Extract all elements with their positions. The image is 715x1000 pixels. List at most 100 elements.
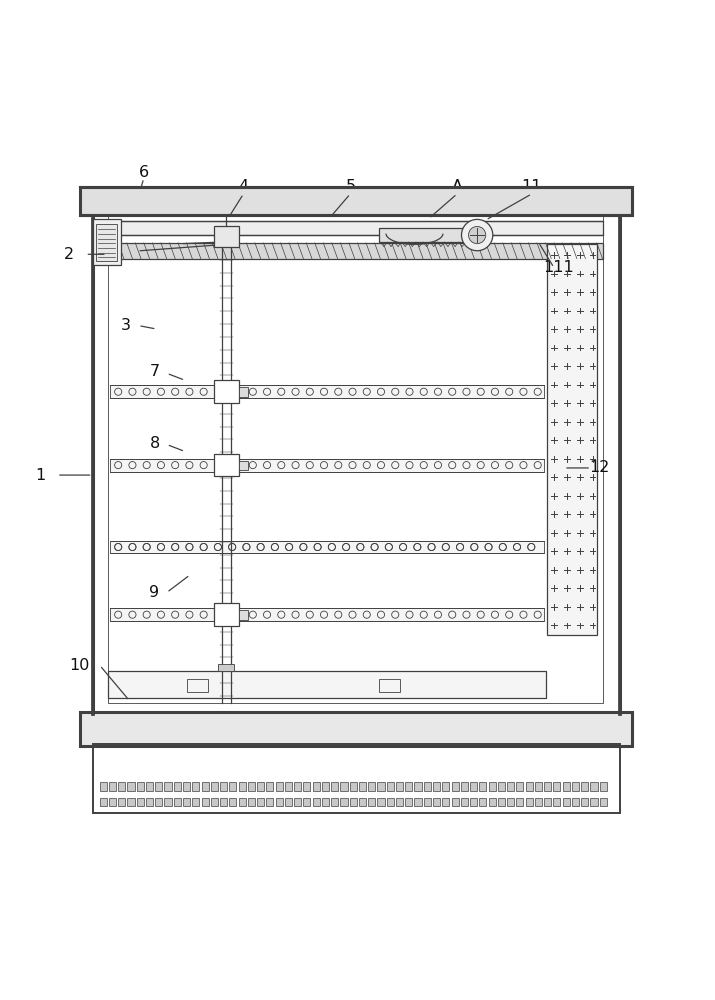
Bar xyxy=(80,712,632,746)
Bar xyxy=(433,798,440,806)
Bar xyxy=(155,782,162,791)
Bar xyxy=(92,744,620,813)
Bar xyxy=(591,782,598,791)
Bar xyxy=(214,454,240,476)
Bar xyxy=(214,603,240,626)
Bar xyxy=(109,782,116,791)
Bar xyxy=(137,782,144,791)
Bar xyxy=(275,798,282,806)
Bar xyxy=(108,221,603,235)
Bar xyxy=(127,782,134,791)
Circle shape xyxy=(461,219,493,251)
Bar xyxy=(230,782,237,791)
Bar xyxy=(174,798,181,806)
Bar xyxy=(214,226,240,247)
Bar xyxy=(211,798,218,806)
Bar xyxy=(285,782,292,791)
Text: 111: 111 xyxy=(543,260,573,275)
Bar xyxy=(359,798,366,806)
Text: 3: 3 xyxy=(121,318,131,333)
Bar xyxy=(312,798,320,806)
Bar xyxy=(192,798,199,806)
Circle shape xyxy=(468,226,485,244)
Bar xyxy=(331,798,338,806)
Bar xyxy=(535,782,542,791)
Bar xyxy=(359,782,366,791)
Bar xyxy=(183,782,190,791)
Bar xyxy=(340,782,347,791)
Bar xyxy=(285,798,292,806)
Bar xyxy=(331,782,338,791)
Bar xyxy=(443,798,449,806)
Bar xyxy=(547,244,597,635)
Bar xyxy=(214,380,240,403)
Bar xyxy=(516,782,523,791)
Bar xyxy=(405,782,413,791)
Bar xyxy=(488,782,495,791)
Bar xyxy=(239,782,246,791)
Bar xyxy=(218,664,234,671)
Bar xyxy=(109,459,544,472)
Bar xyxy=(424,798,431,806)
Bar xyxy=(248,798,255,806)
Bar xyxy=(127,798,134,806)
Bar xyxy=(99,782,107,791)
Bar xyxy=(378,782,385,791)
Text: 8: 8 xyxy=(149,436,159,451)
Bar xyxy=(470,782,477,791)
Bar xyxy=(424,782,431,791)
Bar xyxy=(275,782,282,791)
Bar xyxy=(396,782,403,791)
Bar xyxy=(92,219,121,265)
Bar xyxy=(563,782,570,791)
Bar xyxy=(368,798,375,806)
Bar xyxy=(240,387,248,397)
Bar xyxy=(109,608,544,621)
Bar xyxy=(581,798,588,806)
Bar xyxy=(109,798,116,806)
Bar xyxy=(322,782,329,791)
Bar xyxy=(146,782,153,791)
Bar xyxy=(387,782,394,791)
Bar xyxy=(396,798,403,806)
Bar xyxy=(378,798,385,806)
Bar xyxy=(460,782,468,791)
Bar xyxy=(108,671,546,698)
Bar xyxy=(526,798,533,806)
Text: 4: 4 xyxy=(239,179,249,194)
Bar xyxy=(220,782,227,791)
Bar xyxy=(479,782,486,791)
Bar xyxy=(240,461,248,470)
Bar xyxy=(118,782,125,791)
Bar xyxy=(498,782,505,791)
Bar xyxy=(108,208,603,703)
Bar xyxy=(322,798,329,806)
Bar xyxy=(109,541,544,553)
Bar xyxy=(248,782,255,791)
Bar xyxy=(405,798,413,806)
Bar xyxy=(303,782,310,791)
Bar xyxy=(137,798,144,806)
Bar xyxy=(294,798,301,806)
Bar xyxy=(572,782,579,791)
Text: A: A xyxy=(452,179,463,194)
Bar xyxy=(257,798,265,806)
Bar xyxy=(257,782,265,791)
Bar xyxy=(591,798,598,806)
Bar xyxy=(108,243,603,259)
Bar xyxy=(350,782,357,791)
Text: 10: 10 xyxy=(69,658,90,673)
Bar xyxy=(99,798,107,806)
Bar xyxy=(187,679,208,692)
Text: 11: 11 xyxy=(522,179,542,194)
Bar xyxy=(498,798,505,806)
Text: 7: 7 xyxy=(149,364,159,379)
Bar xyxy=(211,782,218,791)
Bar xyxy=(553,798,561,806)
Bar xyxy=(451,798,458,806)
Bar xyxy=(239,798,246,806)
Bar xyxy=(312,782,320,791)
Bar xyxy=(572,798,579,806)
Bar xyxy=(183,798,190,806)
Text: 9: 9 xyxy=(149,585,159,600)
